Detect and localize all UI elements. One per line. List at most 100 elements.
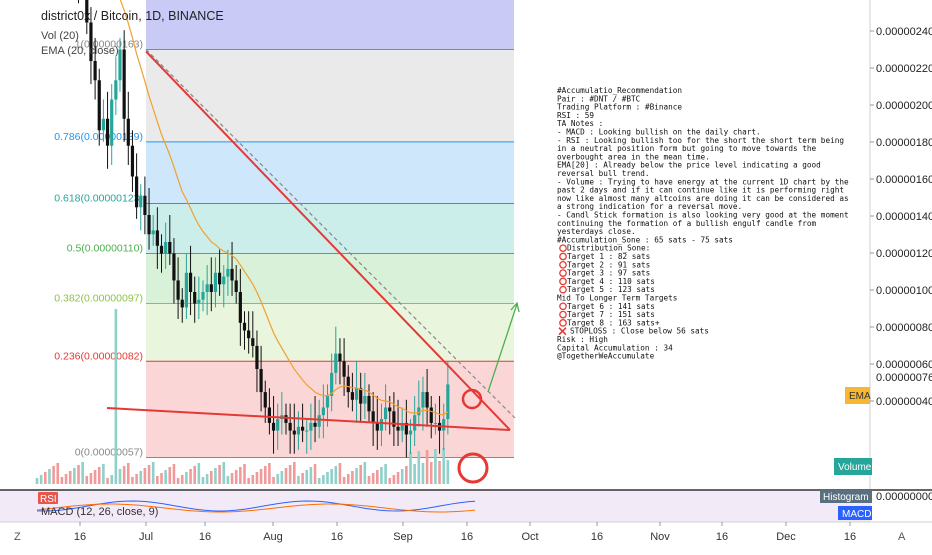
fib-zone-0.786 [146, 141, 514, 204]
candle-body [242, 322, 247, 331]
volume-bar [446, 460, 450, 484]
volume-bar [160, 473, 163, 484]
volume-bar [164, 470, 167, 484]
volume-bar [234, 470, 238, 484]
note-line: in a neutral position form but going to … [557, 144, 817, 153]
volume-bar [338, 463, 342, 484]
note-line: - Volume : Trying to have energy at the … [557, 177, 849, 186]
volume-badge[interactable] [834, 458, 872, 475]
volume-bar [214, 468, 217, 484]
volume-bar [392, 475, 396, 484]
note-line: Mid To Longer Term Targets [557, 294, 677, 303]
volume-bar [239, 467, 242, 484]
candle-body [222, 276, 226, 285]
volume-bar [185, 472, 188, 484]
ema-badge[interactable] [845, 387, 870, 404]
volume-bar [168, 467, 172, 484]
volume-bar [68, 471, 72, 484]
note-line: Trading Platform : #Binance [557, 103, 682, 112]
right-tick-label: 0.00000220 [876, 63, 932, 75]
note-line: - Candl Stick formation is also looking … [557, 211, 849, 220]
signal-line [36, 503, 476, 513]
candle-body [408, 430, 413, 435]
candle-body [180, 299, 184, 308]
volume-bar [263, 466, 267, 484]
volume-bar [176, 478, 180, 484]
volume-bar [97, 467, 101, 484]
x-tick-label: 16 [331, 531, 343, 543]
volume-bar [405, 466, 408, 484]
macd-line [36, 500, 476, 512]
volume-bar [380, 467, 383, 484]
volume-bar [272, 477, 275, 484]
volume-bar [346, 474, 350, 484]
candle-body [201, 292, 205, 300]
candle-body [367, 395, 371, 412]
x-tick-label: Sep [393, 531, 413, 543]
macd-badge-label: MACD [842, 509, 871, 520]
target-icon [559, 260, 567, 269]
macd-badge[interactable] [838, 506, 872, 520]
volume-bar [359, 465, 362, 484]
volume-bar [442, 448, 445, 484]
candle-body [396, 426, 400, 431]
volume-bar [135, 474, 138, 484]
vol-overlay-label[interactable]: Vol (20) [41, 30, 79, 42]
auto-scale-button[interactable]: A [898, 531, 906, 543]
candle-body [346, 376, 350, 393]
volume-bar [114, 309, 118, 484]
volume-bar [421, 463, 425, 484]
target-icon [559, 285, 567, 294]
right-tick-label: 0.00000100 [876, 285, 932, 297]
fib-zones [146, 0, 514, 458]
volume-bar [259, 469, 263, 484]
candle-body [371, 411, 375, 423]
candle-body [417, 407, 421, 416]
rsi-label: RSI [40, 494, 57, 505]
volume-bar [210, 471, 213, 484]
candle-body [388, 407, 392, 412]
volume-bar [429, 462, 433, 484]
volume-bar [127, 463, 130, 484]
volume-bar [251, 475, 255, 484]
histogram-badge[interactable] [820, 490, 872, 503]
volume-circle [457, 452, 489, 484]
volume-bar [371, 473, 375, 484]
candle-body [259, 369, 263, 393]
x-tick-label: 16 [461, 531, 473, 543]
volume-bar [396, 472, 400, 484]
volume-bar [243, 464, 246, 484]
right-tick-label: 0.00000180 [876, 137, 932, 149]
note-line: - MACD : Looking bullish on the daily ch… [557, 128, 761, 137]
fib-zone-1.618 [146, 0, 514, 50]
note-line: TA Notes : [557, 119, 603, 128]
x-tick-label: 16 [844, 531, 856, 543]
candle-body [446, 384, 450, 420]
candle-body [421, 392, 425, 408]
volume-badge-label: Volume [838, 462, 872, 473]
time-axis[interactable]: 16 Jul 16 Aug 16 Sep 16 Oct 16 Nov 16 Dec 16 [74, 522, 856, 543]
candle-body [342, 361, 346, 377]
candles [78, 0, 450, 458]
rsi-badge[interactable] [38, 492, 58, 504]
volume-bar [417, 451, 421, 484]
projection-arrow-head [510, 301, 520, 313]
candle-body [126, 118, 130, 146]
x-tick-label: 16 [74, 531, 86, 543]
volume-bar [147, 465, 151, 484]
volume-bar [73, 468, 76, 484]
volume-bar [351, 471, 354, 484]
indicator-lines [36, 500, 476, 513]
volume-bars [35, 309, 450, 484]
candle-body [338, 353, 342, 362]
target-icon [559, 302, 567, 311]
right-axis[interactable]: 0.00000240 0.00000220 0.00000200 0.00000180… [870, 26, 932, 408]
candle-body [325, 395, 330, 408]
volume-bar [39, 475, 43, 484]
macd-label[interactable]: MACD (12, 26, close, 9) [41, 506, 158, 518]
timezone-button[interactable]: Z [14, 531, 21, 543]
ema-overlay-label[interactable]: EMA (20, close) [41, 45, 119, 57]
candle-body [218, 272, 222, 285]
right-tick-label: 0.00000080 [876, 322, 932, 334]
